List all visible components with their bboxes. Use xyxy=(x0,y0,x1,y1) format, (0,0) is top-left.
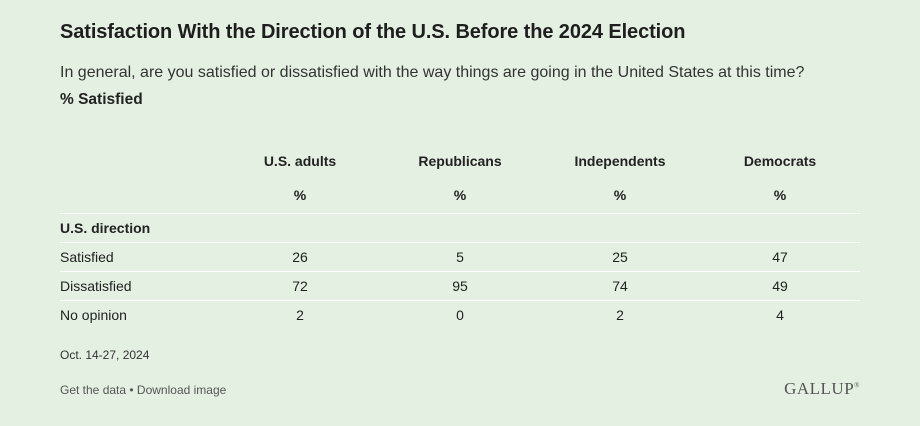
unit-label: % xyxy=(700,176,860,214)
section-row: U.S. direction xyxy=(60,213,860,243)
cell-value: 74 xyxy=(540,271,700,301)
column-header: Democrats xyxy=(743,153,817,169)
row-label: Dissatisfied xyxy=(60,271,220,301)
table-row: Dissatisfied 72 95 74 49 xyxy=(60,271,860,301)
unit-blank xyxy=(60,176,220,214)
footer-links: Get the data • Download image xyxy=(60,383,226,397)
survey-date: Oct. 14-27, 2024 xyxy=(60,348,150,362)
unit-row: % % % % xyxy=(60,176,860,214)
unit-label: % xyxy=(220,176,380,214)
logo-text: GALLUP xyxy=(784,379,855,398)
row-label: Satisfied xyxy=(60,242,220,272)
cell-value: 0 xyxy=(456,307,464,323)
column-header-row: U.S. adults Republicans Independents Dem… xyxy=(60,146,860,176)
unit-label: % xyxy=(380,176,540,214)
measure-label: % Satisfied xyxy=(60,91,143,108)
cell-value: 49 xyxy=(700,271,860,301)
section-label: U.S. direction xyxy=(60,213,860,243)
column-header: U.S. adults xyxy=(263,153,337,169)
cell-value: 47 xyxy=(700,242,860,272)
header-blank xyxy=(60,146,220,176)
cell-value: 25 xyxy=(540,242,700,272)
get-data-link[interactable]: Get the data xyxy=(60,383,127,397)
footer-separator: • xyxy=(126,383,137,397)
table-row: Satisfied 26 5 25 47 xyxy=(60,242,860,272)
column-header: Republicans xyxy=(418,153,502,169)
results-table: U.S. adults Republicans Independents Dem… xyxy=(60,146,860,329)
row-label: No opinion xyxy=(60,307,127,323)
download-image-link[interactable]: Download image xyxy=(136,383,227,397)
cell-value: 26 xyxy=(220,242,380,272)
cell-value: 5 xyxy=(380,242,540,272)
cell-value: 2 xyxy=(616,307,624,323)
cell-value: 95 xyxy=(380,271,540,301)
table-row: No opinion 2 0 2 4 xyxy=(60,301,860,330)
gallup-logo: GALLUP® xyxy=(784,379,860,399)
cell-value: 4 xyxy=(776,307,784,323)
column-header: Independents xyxy=(574,153,666,169)
question-text: In general, are you satisfied or dissati… xyxy=(60,64,805,81)
cell-value: 2 xyxy=(296,307,304,323)
unit-label: % xyxy=(540,176,700,214)
registered-mark: ® xyxy=(854,381,860,390)
chart-title: Satisfaction With the Direction of the U… xyxy=(60,21,686,43)
cell-value: 72 xyxy=(220,271,380,301)
